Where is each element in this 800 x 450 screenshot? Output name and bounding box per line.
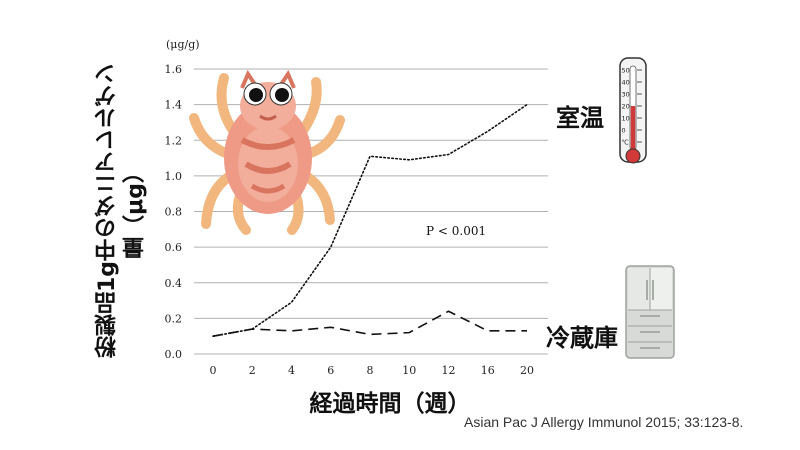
thermometer-scale: 50 40 30 20 10 0 ℃	[622, 67, 642, 147]
y-unit-label: (μg/g)	[166, 38, 200, 51]
x-tick-label: 10	[402, 364, 416, 377]
y-tick-labels: 0.0 0.2 0.4 0.6 0.8 1.0 1.2 1.4 1.6	[165, 63, 183, 361]
thermometer-scale-label: ℃	[622, 139, 629, 147]
x-tick-labels: 0 2 4 6 8 10 12 16 20	[210, 364, 535, 377]
thermometer-scale-label: 10	[622, 115, 630, 123]
x-tick-label: 6	[327, 364, 334, 377]
series-label-refrigerator: 冷蔵庫	[546, 324, 618, 352]
x-tick-label: 20	[520, 364, 534, 377]
series-line-refrigerator	[212, 310, 527, 337]
dust-mite-illustration	[189, 69, 345, 235]
p-value-annotation: P < 0.001	[426, 224, 487, 238]
series-line-room-temp	[212, 103, 528, 337]
y-tick-label: 1.4	[165, 99, 183, 112]
thermometer-icon: 50 40 30 20 10 0 ℃	[619, 57, 647, 164]
thermometer-scale-label: 30	[622, 91, 630, 99]
y-tick-label: 1.0	[165, 170, 183, 183]
x-tick-label: 2	[249, 364, 256, 377]
y-tick-label: 1.2	[165, 134, 183, 147]
y-tick-label: 0.8	[165, 206, 183, 219]
x-tick-label: 4	[288, 364, 295, 377]
y-tick-label: 0.0	[165, 348, 183, 361]
x-tick-label: 8	[367, 364, 374, 377]
thermometer-scale-label: 20	[622, 103, 630, 111]
x-tick-label: 12	[442, 364, 456, 377]
x-tick-label: 0	[210, 364, 217, 377]
y-axis-label: 粉製品1g中のダニアレルゲン量（μg）	[95, 62, 148, 358]
y-tick-label: 1.6	[165, 63, 183, 76]
citation: Asian Pac J Allergy Immunol 2015; 33:123…	[464, 414, 744, 430]
y-tick-label: 0.2	[165, 312, 183, 325]
series-layer	[212, 103, 528, 337]
y-tick-label: 0.6	[165, 241, 183, 254]
x-axis-label: 経過時間（週）	[309, 391, 471, 417]
y-tick-label: 0.4	[165, 277, 183, 290]
thermometer-scale-label: 0	[622, 127, 626, 135]
thermometer-scale-label: 40	[622, 79, 630, 87]
x-tick-label: 16	[481, 364, 495, 377]
thermometer-scale-label: 50	[622, 67, 630, 75]
refrigerator-icon	[625, 265, 675, 359]
series-label-room-temp: 室温	[556, 104, 604, 132]
